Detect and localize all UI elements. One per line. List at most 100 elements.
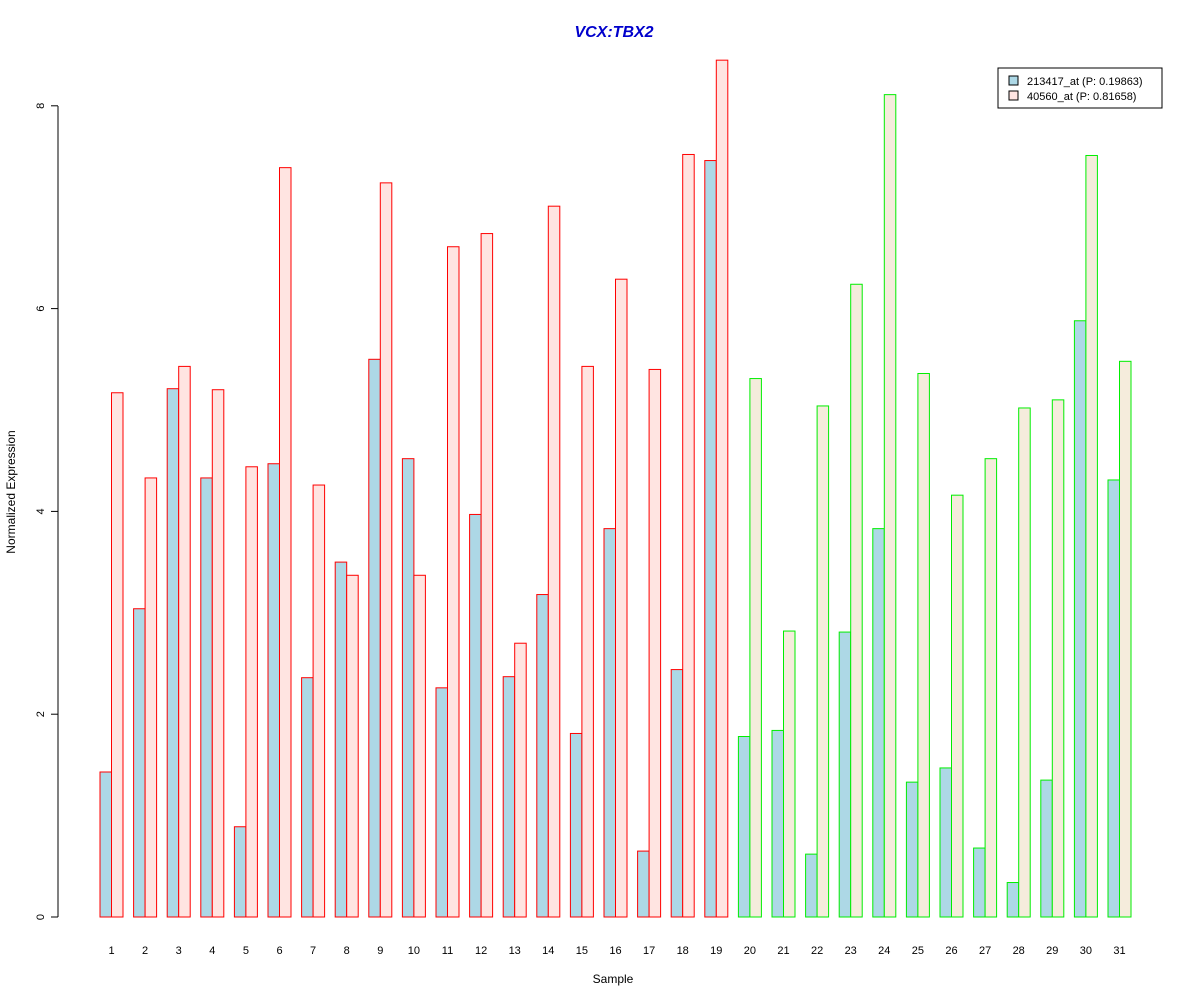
x-tick-label: 11: [442, 945, 453, 957]
x-tick-label: 20: [744, 945, 756, 957]
legend-label-series-2: 40560_at (P: 0.81658): [1027, 91, 1136, 103]
bar-40560-at: [547, 205, 561, 918]
bar-213417-at: [1107, 479, 1120, 918]
bar-40560-at: [480, 233, 494, 918]
bar-40560-at: [850, 283, 863, 918]
bar-213417-at: [872, 528, 885, 918]
y-tick-label: 0: [35, 914, 47, 920]
x-tick-label: 29: [1046, 945, 1058, 957]
bar-40560-at: [413, 574, 426, 918]
bar-213417-at: [603, 528, 616, 918]
bar-40560-at: [279, 167, 292, 918]
x-tick-label: 26: [945, 945, 957, 957]
x-tick-label: 31: [1113, 945, 1125, 957]
bar-213417-at: [368, 358, 381, 918]
bar-213417-at: [401, 458, 415, 918]
bar-213417-at: [939, 767, 952, 918]
bar-213417-at: [99, 771, 112, 918]
bar-40560-at: [883, 94, 897, 918]
bar-40560-at: [144, 477, 158, 918]
bar-40560-at: [514, 642, 527, 918]
bar-40560-at: [951, 494, 964, 918]
bar-40560-at: [984, 458, 998, 918]
bar-213417-at: [905, 781, 919, 918]
y-axis-title: Normalized Expression: [4, 430, 18, 553]
bar-40560-at: [245, 466, 258, 918]
bar-213417-at: [1073, 320, 1087, 918]
bar-213417-at: [637, 850, 650, 918]
x-tick-label: 23: [845, 945, 857, 957]
legend-box: [997, 67, 1163, 109]
bar-213417-at: [670, 669, 684, 918]
x-tick-label: 24: [878, 945, 890, 957]
x-tick-label: 9: [377, 945, 383, 957]
x-tick-label: 1: [108, 945, 114, 957]
bar-213417-at: [502, 676, 516, 918]
bar-40560-at: [346, 574, 359, 918]
x-tick-label: 25: [912, 945, 924, 957]
bar-40560-at: [816, 405, 830, 918]
bar-213417-at: [737, 736, 751, 918]
legend-label-series-1: 213417_at (P: 0.19863): [1027, 76, 1143, 88]
y-tick-label: 8: [35, 103, 47, 109]
bar-213417-at: [805, 853, 818, 918]
bar-40560-at: [1051, 399, 1065, 918]
bar-40560-at: [917, 372, 930, 918]
bar-213417-at: [469, 513, 482, 918]
bar-40560-at: [749, 378, 762, 918]
bar-40560-at: [447, 246, 460, 918]
bar-40560-at: [682, 153, 695, 918]
bar-213417-at: [536, 594, 549, 918]
bar-213417-at: [435, 687, 448, 918]
x-tick-label: 17: [643, 945, 655, 957]
bar-213417-at: [771, 729, 784, 918]
x-tick-label: 19: [710, 945, 722, 957]
x-tick-label: 7: [310, 945, 316, 957]
legend-swatch-series-1: [1008, 75, 1019, 86]
bar-40560-at: [211, 389, 225, 918]
x-tick-label: 10: [408, 945, 420, 957]
bar-40560-at: [715, 59, 729, 918]
bar-40560-at: [111, 392, 124, 918]
x-tick-label: 15: [576, 945, 588, 957]
bar-213417-at: [133, 608, 146, 918]
x-tick-label: 30: [1080, 945, 1092, 957]
x-tick-label: 3: [176, 945, 182, 957]
bar-213417-at: [973, 847, 986, 918]
bar-213417-at: [1040, 779, 1053, 918]
bar-213417-at: [569, 732, 583, 918]
x-tick-label: 14: [542, 945, 554, 957]
x-tick-label: 2: [142, 945, 148, 957]
legend-swatch-series-2: [1008, 90, 1019, 101]
x-tick-label: 27: [979, 945, 991, 957]
y-tick-label: 6: [35, 306, 47, 312]
x-tick-label: 13: [509, 945, 521, 957]
bar-213417-at: [704, 160, 717, 918]
bar-213417-at: [267, 463, 280, 918]
bar-213417-at: [301, 677, 314, 918]
bar-40560-at: [615, 278, 628, 918]
x-tick-label: 18: [677, 945, 689, 957]
bar-213417-at: [838, 631, 852, 918]
bar-213417-at: [334, 561, 348, 918]
bar-40560-at: [178, 365, 191, 918]
bar-40560-at: [379, 182, 393, 918]
bar-40560-at: [581, 365, 594, 918]
bar-213417-at: [166, 388, 180, 918]
x-tick-label: 28: [1013, 945, 1025, 957]
x-tick-label: 16: [609, 945, 621, 957]
y-tick-label: 4: [35, 508, 47, 514]
bar-40560-at: [1119, 360, 1132, 918]
x-axis-labels: 1 2 3 4 5 6 7 8 9 10 11 12 13 14 15 16 17 18 19 20 21 22 23 24 2…: [108, 945, 1125, 957]
bar-40560-at: [1085, 154, 1098, 918]
y-axis-ticks: 0 2 4 6 8: [35, 103, 58, 920]
bar-40560-at: [312, 484, 326, 918]
bar-213417-at: [200, 477, 213, 918]
x-tick-label: 12: [475, 945, 487, 957]
x-tick-label: 8: [344, 945, 350, 957]
y-tick-label: 2: [35, 711, 47, 717]
x-tick-label: 4: [209, 945, 215, 957]
bars-group: [99, 59, 1132, 918]
bar-40560-at: [1018, 407, 1031, 918]
